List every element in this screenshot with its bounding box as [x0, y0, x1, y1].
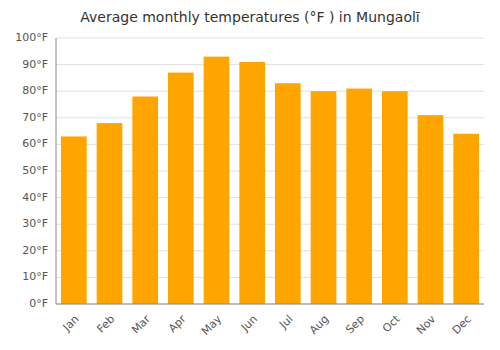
y-tick-label: 70°F: [22, 111, 48, 124]
y-tick-label: 90°F: [22, 58, 48, 71]
bar: [311, 91, 337, 304]
y-tick-label: 30°F: [22, 217, 48, 230]
bar: [275, 83, 301, 304]
grid-line: [56, 64, 484, 65]
x-tick-label: Jul: [276, 313, 295, 332]
grid-line: [56, 91, 484, 92]
y-tick-label: 10°F: [22, 270, 48, 283]
x-tick-label: Nov: [414, 312, 439, 337]
y-tick-label: 20°F: [22, 244, 48, 257]
bar: [204, 57, 230, 304]
y-tick-label: 100°F: [15, 31, 48, 44]
x-tick-label: Jun: [238, 313, 260, 335]
bar: [239, 62, 265, 304]
x-tick-label: Aug: [307, 313, 331, 337]
y-tick-label: 0°F: [29, 297, 48, 310]
x-tick-label: Oct: [380, 312, 403, 335]
x-tick-label: Feb: [94, 313, 117, 336]
x-tick-label: May: [199, 312, 225, 338]
x-axis-line: [56, 304, 484, 305]
x-tick-label: Jan: [60, 313, 82, 335]
grid-line: [56, 304, 484, 305]
x-tick-label: Dec: [450, 313, 474, 337]
bar: [418, 115, 444, 304]
chart-title: Average monthly temperatures (°F ) in Mu…: [80, 9, 420, 25]
bars: [61, 57, 479, 304]
grid: [56, 38, 484, 304]
axes: [56, 38, 484, 304]
x-tick-label: Apr: [166, 312, 189, 335]
y-tick-label: 40°F: [22, 191, 48, 204]
bar: [382, 91, 408, 304]
x-tick-label: Mar: [129, 312, 153, 336]
bar: [97, 123, 123, 304]
y-axis-ticks: 0°F 10°F 20°F 30°F 40°F 50°F 60°F 70°F 80°F 90°F 1…: [15, 31, 48, 310]
bar: [346, 89, 372, 304]
bar: [61, 136, 87, 304]
y-tick-label: 50°F: [22, 164, 48, 177]
y-axis-line: [56, 38, 57, 304]
chart-svg: 0°F 10°F 20°F 30°F 40°F 50°F 60°F 70°F 80°F 90°F 1…: [0, 0, 500, 350]
bar: [453, 134, 479, 304]
x-axis-ticks: Jan Feb Mar Apr May Jun Jul Aug Sep Oct Nov Dec: [60, 312, 474, 338]
bar: [168, 73, 194, 304]
chart-container: 0°F 10°F 20°F 30°F 40°F 50°F 60°F 70°F 80°F 90°F 1…: [0, 0, 500, 350]
x-tick-label: Sep: [343, 313, 367, 337]
grid-line: [56, 38, 484, 39]
bar: [132, 97, 158, 304]
y-tick-label: 60°F: [22, 137, 48, 150]
y-tick-label: 80°F: [22, 84, 48, 97]
